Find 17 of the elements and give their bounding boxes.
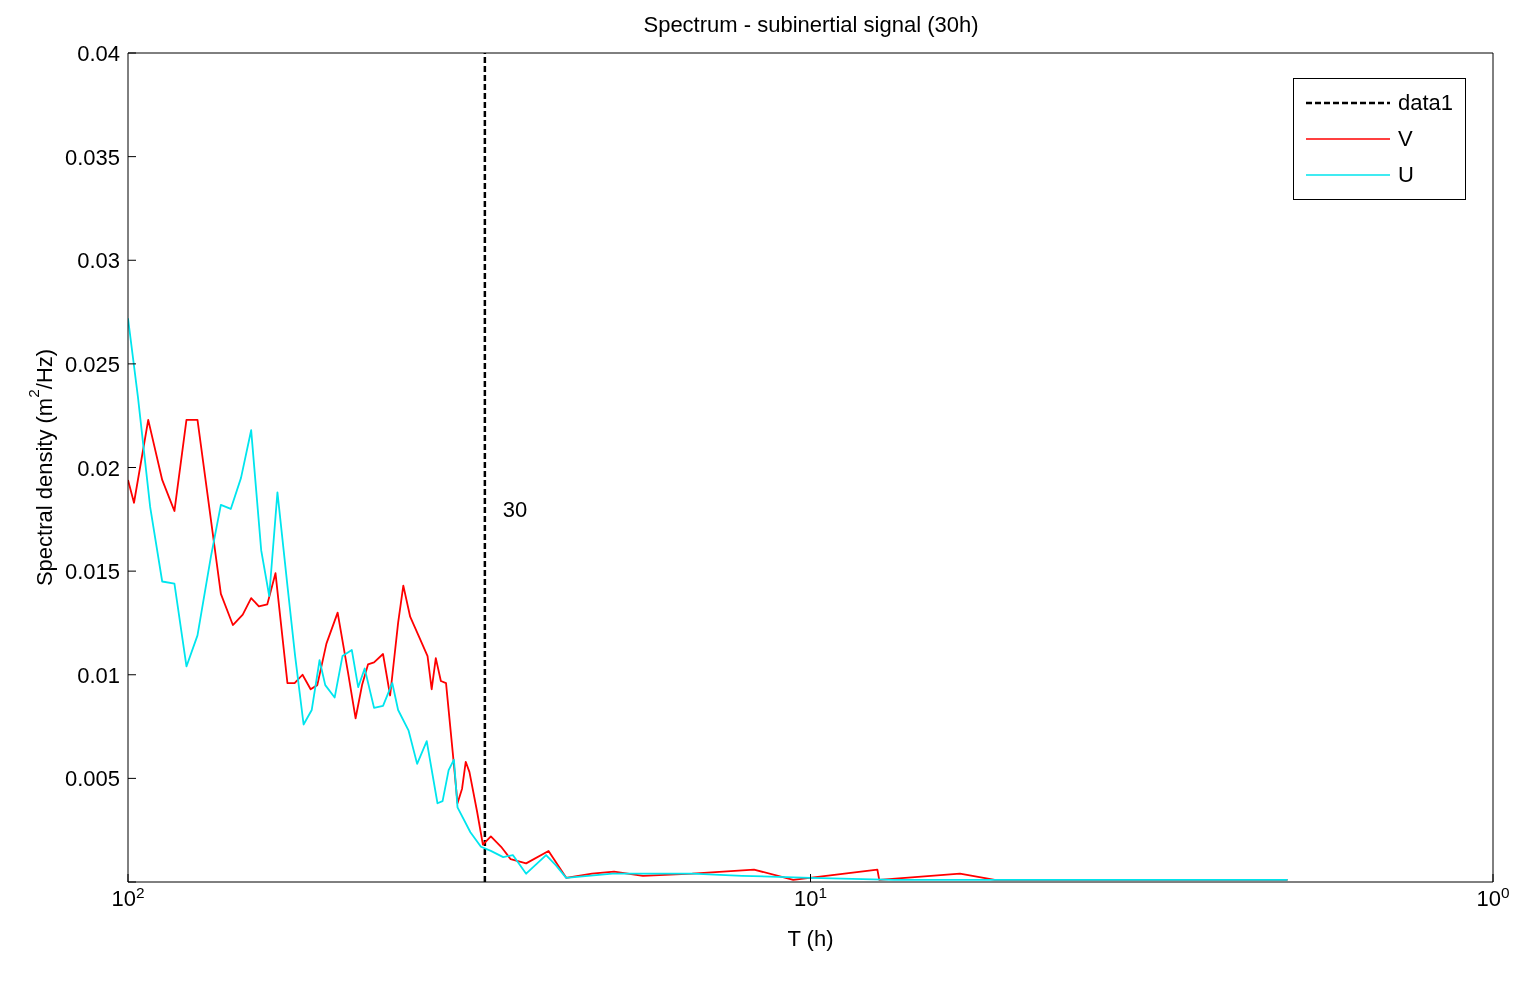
y-tick-label: 0.03 xyxy=(77,248,120,274)
legend-label: data1 xyxy=(1397,90,1453,116)
x-tick-label: 10$^{0}$ xyxy=(1476,883,1510,911)
y-tick-label: 0.01 xyxy=(77,662,120,688)
y-tick-label: 0.025 xyxy=(64,351,120,377)
y-tick-label: 0.005 xyxy=(64,766,120,792)
legend-label: U xyxy=(1397,162,1414,188)
legend-label: V xyxy=(1397,126,1413,152)
annotation: 30 xyxy=(502,496,528,522)
y-tick-label: 0.015 xyxy=(64,559,120,585)
x-axis-title: T (h) xyxy=(787,926,834,951)
chart-title: Spectrum - subinertial signal (30h) xyxy=(642,11,980,39)
y-tick-label: 0.035 xyxy=(64,144,120,170)
y-tick-label: 0.02 xyxy=(77,455,120,481)
x-tick-label: 10$^{2}$ xyxy=(111,883,145,911)
x-tick-label: 10$^{1}$ xyxy=(793,883,828,911)
y-tick-label: 0.04 xyxy=(77,41,120,66)
